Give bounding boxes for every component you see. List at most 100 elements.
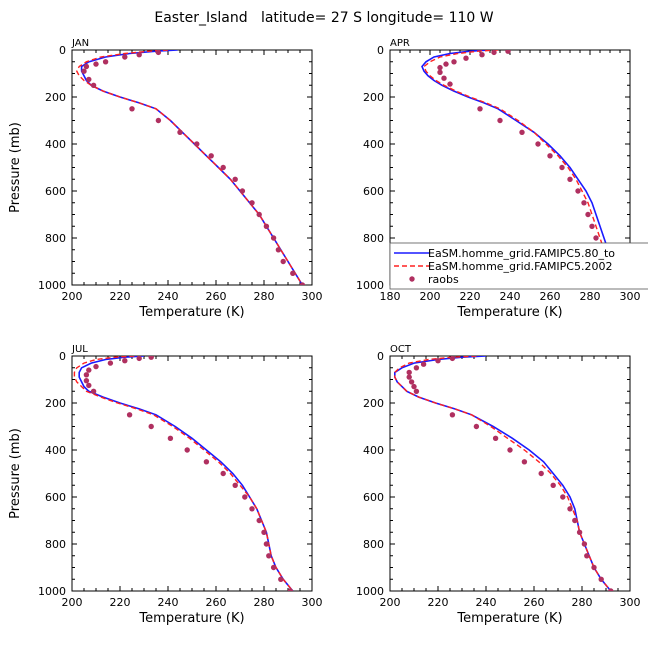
raobs-point	[290, 270, 296, 276]
raobs-point	[93, 61, 99, 67]
raobs-point	[473, 423, 480, 430]
y-tick-label: 400	[45, 138, 66, 151]
raobs-point	[463, 55, 469, 61]
raobs-point	[83, 63, 90, 70]
raobs-point	[256, 211, 262, 218]
raobs-point	[184, 447, 190, 453]
raobs-point	[136, 52, 142, 58]
chart-panel-jan: JAN 200 220 240 260 280 300 0 200 400 600 800 1000 Te…	[8, 38, 323, 320]
raobs-point	[86, 76, 92, 83]
y-tick-label: 200	[363, 397, 384, 410]
raobs-point	[83, 372, 90, 378]
raobs-point	[538, 470, 544, 477]
raobs-point	[263, 223, 270, 229]
x-tick-label: 280	[572, 596, 593, 609]
raobs-point	[581, 200, 587, 206]
x-tick-label: 260	[206, 290, 227, 303]
raobs-point	[208, 153, 214, 159]
x-tick-label: 260	[524, 596, 545, 609]
x-tick-label: 260	[206, 596, 227, 609]
panel-month-label: OCT	[390, 344, 412, 355]
chart-panel-oct: OCT 200 220 240 260 280 300 0 200 400 600 800 1000 Te…	[356, 344, 641, 626]
x-tick-label: 240	[476, 596, 497, 609]
x-tick-label: 300	[620, 596, 641, 609]
raobs-point	[420, 361, 427, 367]
y-tick-label: 0	[59, 44, 66, 57]
y-tick-label: 400	[363, 138, 384, 151]
raobs-point	[148, 423, 154, 430]
panel-month-label: JAN	[71, 38, 89, 49]
raobs-point	[435, 358, 441, 364]
raobs-point	[479, 52, 485, 58]
raobs-point	[559, 164, 565, 171]
legend-label: EaSM.homme_grid.FAMIPC5.2002	[428, 260, 612, 273]
raobs-point	[155, 117, 162, 124]
raobs-point	[477, 106, 483, 112]
series-line-model-2002	[423, 50, 621, 285]
raobs-point	[266, 553, 272, 559]
raobs-point	[576, 529, 583, 535]
raobs-point	[232, 482, 238, 488]
raobs-point	[547, 153, 553, 159]
raobs-point	[90, 388, 97, 394]
raobs-point	[406, 369, 412, 376]
y-tick-label: 400	[45, 444, 66, 457]
raobs-point	[591, 564, 597, 571]
x-tick-label: 200	[62, 290, 83, 303]
raobs-point	[505, 50, 511, 54]
raobs-point	[408, 379, 415, 385]
x-axis-label: Temperature (K)	[456, 611, 562, 626]
raobs-point	[575, 188, 581, 194]
raobs-point	[261, 529, 267, 535]
raobs-point	[437, 64, 443, 71]
y-tick-label: 200	[45, 91, 66, 104]
raobs-point	[102, 59, 109, 65]
raobs-point	[449, 356, 456, 362]
raobs-point	[242, 494, 248, 500]
plot-frame	[389, 355, 631, 592]
raobs-point	[90, 82, 97, 89]
raobs-point	[519, 129, 525, 135]
x-tick-label: 220	[428, 596, 449, 609]
raobs-point	[608, 588, 614, 591]
raobs-point	[263, 541, 270, 547]
y-tick-label: 600	[363, 185, 384, 198]
raobs-point	[441, 75, 447, 81]
raobs-point	[203, 459, 210, 465]
x-tick-label: 300	[302, 290, 323, 303]
raobs-point	[278, 576, 284, 582]
x-tick-label: 220	[110, 596, 131, 609]
raobs-point	[413, 388, 420, 394]
raobs-point	[86, 382, 92, 389]
raobs-point	[449, 412, 456, 418]
chart-panel-apr: APR 180 200 220 240 260 280 300 0 200 400 600 800 100…	[356, 38, 648, 320]
raobs-point	[232, 176, 238, 182]
series-line-model-2002	[73, 356, 294, 591]
legend-marker-raobs	[409, 276, 415, 282]
raobs-point	[581, 541, 588, 547]
raobs-point	[411, 383, 417, 390]
raobs-point	[220, 470, 226, 477]
series-line-model-80	[80, 50, 304, 285]
raobs-point	[589, 223, 595, 229]
raobs-point	[270, 564, 277, 571]
raobs-point	[122, 54, 128, 60]
raobs-point	[584, 553, 590, 559]
series-group	[73, 356, 294, 591]
raobs-point	[406, 374, 412, 380]
raobs-point	[451, 59, 457, 65]
raobs-point	[249, 506, 255, 512]
panels: JAN 200 220 240 260 280 300 0 200 400 600 800 1000 Te…	[8, 38, 648, 626]
x-tick-label: 240	[158, 596, 179, 609]
panel-month-label: JUL	[71, 344, 88, 355]
x-tick-label: 280	[254, 596, 275, 609]
raobs-point	[155, 50, 162, 56]
raobs-point	[126, 412, 133, 418]
raobs-point	[593, 235, 599, 241]
y-tick-label: 1000	[38, 585, 66, 598]
raobs-point	[122, 358, 128, 364]
y-tick-label: 0	[377, 350, 384, 363]
raobs-point	[567, 506, 573, 512]
x-tick-label: 280	[254, 290, 275, 303]
raobs-point	[598, 576, 604, 582]
